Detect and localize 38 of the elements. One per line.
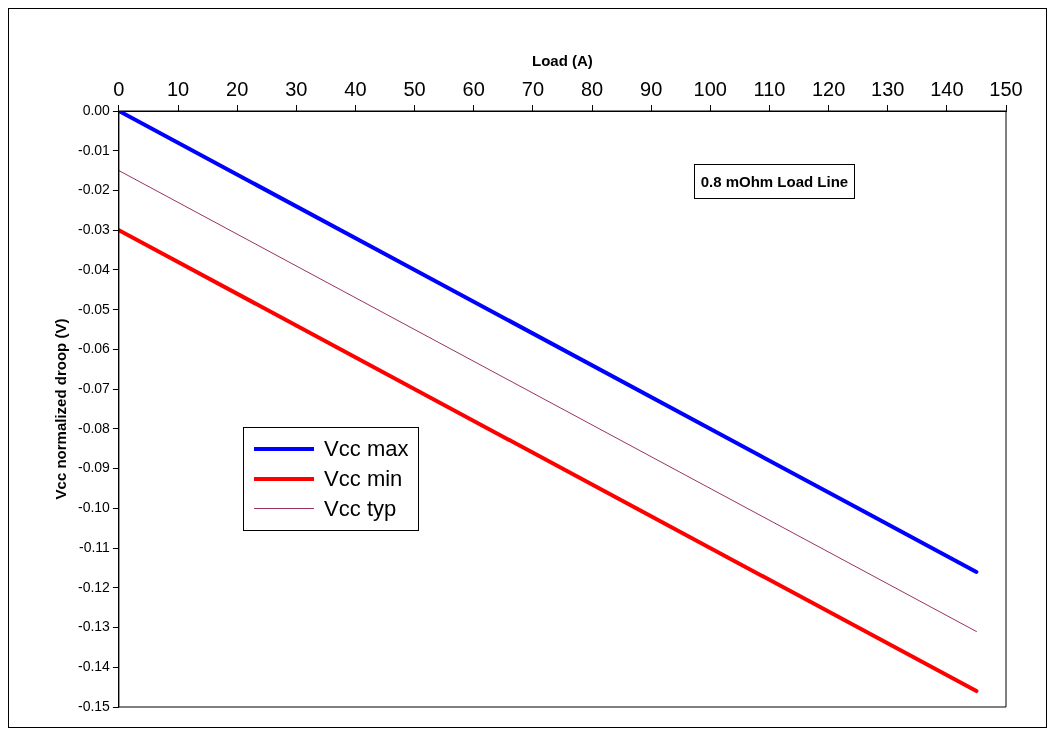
y-axis-title: Vcc normalized droop (V): [52, 318, 70, 500]
y-tick-label: -0.07: [77, 379, 111, 396]
y-tick-label: -0.10: [77, 499, 111, 516]
x-tick-label: 70: [521, 77, 545, 100]
x-tick-label: 50: [403, 77, 426, 100]
y-tick-label: -0.02: [77, 181, 111, 198]
x-tick-label: 30: [285, 77, 308, 100]
y-tick-label: -0.04: [77, 260, 111, 277]
x-tick-label: 0: [113, 77, 125, 100]
x-tick-label: 10: [166, 77, 190, 100]
x-axis-title: Load (A): [532, 52, 593, 70]
x-tick-label: 20: [226, 77, 249, 100]
x-tick-label: 130: [871, 77, 905, 100]
x-tick-label: 140: [930, 77, 964, 100]
y-tick-label: -0.08: [77, 419, 111, 436]
y-tick-label: -0.09: [77, 459, 111, 476]
y-tick-label: -0.13: [77, 618, 111, 635]
y-tick-label: -0.14: [77, 658, 111, 675]
y-tick-label: -0.12: [77, 578, 111, 595]
y-tick-label: -0.03: [77, 221, 111, 238]
legend-label: Vcc typ: [324, 495, 397, 522]
x-tick-label: 80: [580, 77, 604, 100]
legend-label: Vcc min: [324, 465, 403, 492]
y-tick-label: 0.00: [82, 101, 111, 118]
y-tick-label: -0.05: [77, 300, 111, 317]
y-tick-label: -0.01: [77, 141, 111, 158]
x-tick-label: 100: [693, 77, 727, 100]
y-tick-label: -0.15: [77, 697, 111, 714]
x-tick-label: 40: [344, 77, 367, 100]
y-tick-label: -0.06: [77, 340, 111, 357]
annotation: 0.8 mOhm Load Line: [693, 164, 856, 199]
y-tick-label: -0.11: [79, 538, 111, 555]
x-tick-label: 90: [640, 77, 663, 100]
x-tick-label: 150: [989, 77, 1023, 100]
x-tick-label: 110: [753, 77, 786, 100]
legend-label: Vcc max: [324, 435, 409, 462]
x-tick-label: 120: [811, 77, 846, 100]
x-tick-label: 60: [462, 77, 485, 100]
